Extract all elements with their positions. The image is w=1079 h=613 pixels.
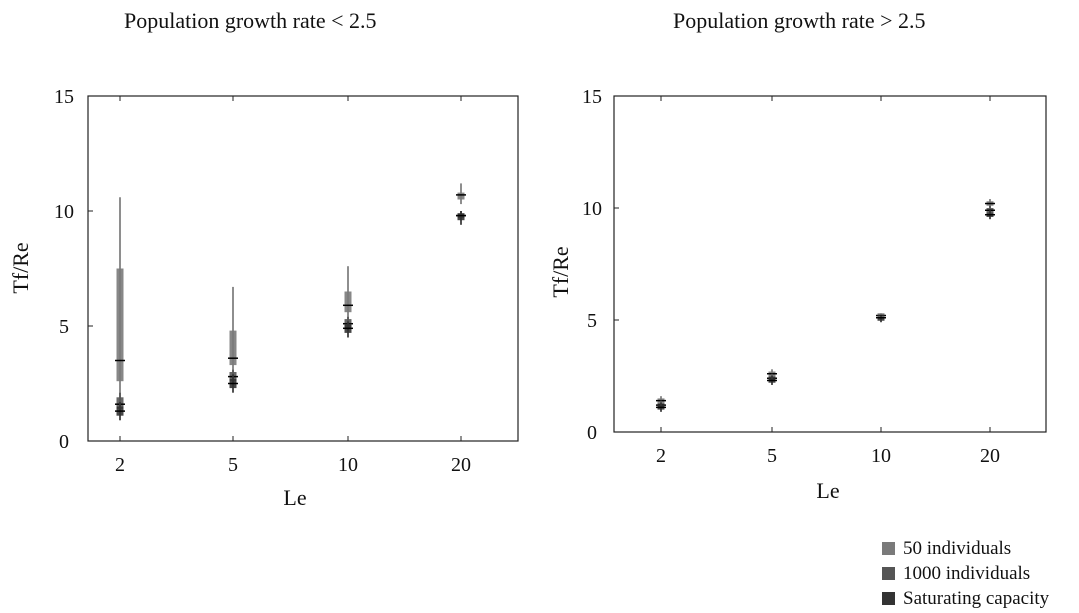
y-tick-label-right: 0 <box>587 422 597 444</box>
legend-swatch-50 <box>882 542 895 555</box>
box-50-left <box>457 192 465 200</box>
chart-title-left: Population growth rate < 2.5 <box>124 8 377 33</box>
legend-swatch-1000 <box>882 567 895 580</box>
y-axis-label-right: Tf/Re <box>548 246 573 297</box>
legend-swatch-saturating <box>882 592 895 605</box>
legend-item-saturating: Saturating capacity <box>882 586 1049 611</box>
legend-label-saturating: Saturating capacity <box>903 587 1050 609</box>
plot-frame-left <box>87 95 519 442</box>
y-tick-label-left: 0 <box>59 431 69 453</box>
legend: 50 individuals 1000 individuals Saturati… <box>882 536 1049 611</box>
y-tick-label-right: 10 <box>582 198 602 220</box>
y-tick-label-left: 10 <box>54 201 74 223</box>
legend-item-50: 50 individuals <box>882 536 1049 561</box>
y-tick-label-right: 15 <box>582 86 602 108</box>
plot-frame-right <box>613 95 1047 433</box>
y-tick-label-left: 5 <box>59 316 69 338</box>
legend-item-1000: 1000 individuals <box>882 561 1049 586</box>
x-axis-label-right: Le <box>816 478 839 503</box>
y-tick-label-left: 15 <box>54 86 74 108</box>
x-tick-label-right: 20 <box>980 445 1000 467</box>
x-tick-label-right: 10 <box>871 445 891 467</box>
box-50-left <box>344 291 352 313</box>
box-saturating-right <box>877 317 885 321</box>
box-saturating-left <box>457 213 465 221</box>
legend-label-50: 50 individuals <box>903 537 1012 559</box>
box-50-left <box>116 268 124 382</box>
legend-label-1000: 1000 individuals <box>903 562 1031 584</box>
y-tick-label-right: 5 <box>587 310 597 332</box>
x-tick-label-left: 5 <box>228 454 238 476</box>
box-50-left <box>229 330 237 366</box>
chart-title-right: Population growth rate > 2.5 <box>673 8 926 33</box>
x-tick-label-right: 2 <box>656 445 666 467</box>
x-tick-label-right: 5 <box>767 445 777 467</box>
x-tick-label-left: 20 <box>451 454 471 476</box>
x-axis-label-left: Le <box>283 485 306 510</box>
x-tick-label-left: 10 <box>338 454 358 476</box>
x-tick-label-left: 2 <box>115 454 125 476</box>
y-axis-label-left: Tf/Re <box>8 242 33 293</box>
